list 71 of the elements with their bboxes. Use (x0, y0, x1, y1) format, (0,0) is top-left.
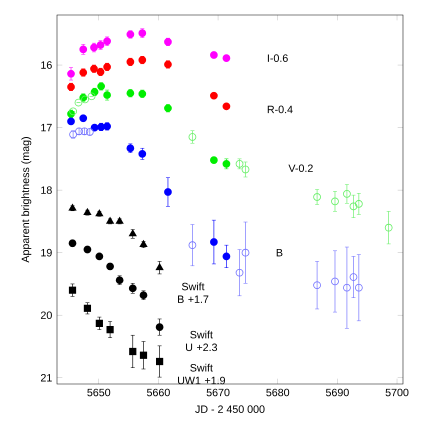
point (210, 156, 218, 164)
point (97, 123, 106, 131)
x-tick-label: 5680 (266, 388, 290, 396)
point (96, 320, 103, 327)
point (106, 326, 114, 334)
point (156, 323, 164, 331)
x-axis-title: JD - 2 450 000 (195, 405, 265, 413)
point (156, 263, 164, 270)
point (222, 252, 230, 260)
point (222, 54, 230, 62)
series-label: Swift UW1 +1.9 (178, 364, 225, 384)
y-axis-title: Apparent brightness (mag) (21, 137, 32, 263)
point (97, 82, 106, 90)
point (188, 241, 196, 250)
y-tick-label: 16 (41, 61, 52, 69)
point (74, 98, 82, 106)
point (350, 273, 358, 281)
point (343, 284, 351, 292)
point (95, 209, 104, 216)
y-tick-label: 21 (40, 374, 52, 382)
point (84, 304, 92, 312)
point (129, 348, 136, 356)
x-tick-label: 5690 (326, 388, 349, 396)
x-tick-label: 5660 (146, 388, 170, 396)
point (116, 276, 124, 284)
point (67, 117, 75, 126)
text: Swift U +2.3 (186, 330, 218, 352)
point (68, 286, 76, 294)
point (138, 150, 146, 158)
point (164, 188, 172, 196)
y-tick-label: 17 (41, 124, 52, 132)
point (138, 29, 146, 38)
text: I-0.6 (268, 54, 288, 62)
point (354, 200, 363, 208)
series-label: Swift B +1.7 (178, 282, 208, 303)
y-tick-label: 20 (40, 311, 52, 319)
x-tick-label: 5670 (206, 388, 230, 396)
point (88, 92, 96, 100)
x-tick-label: 5700 (386, 388, 408, 396)
point (79, 114, 88, 122)
point (140, 352, 148, 359)
y-tick-label: 19 (41, 248, 52, 256)
text: V-0.2 (288, 164, 313, 172)
point (90, 124, 98, 132)
point (188, 133, 196, 141)
point (210, 238, 218, 246)
point (86, 128, 94, 136)
text: R-0.4 (268, 106, 293, 114)
point (313, 281, 321, 290)
point (350, 202, 358, 210)
point (95, 252, 104, 260)
point (222, 102, 230, 110)
point (156, 358, 164, 366)
point (138, 56, 146, 64)
point (313, 193, 321, 201)
point (128, 230, 137, 236)
point (242, 166, 250, 174)
text: B (276, 249, 282, 256)
point (69, 107, 77, 116)
point (236, 268, 244, 277)
point (67, 70, 75, 78)
point (242, 248, 250, 257)
point (331, 198, 339, 206)
point (331, 278, 339, 286)
point (210, 92, 218, 100)
point (384, 224, 393, 232)
point (138, 90, 146, 98)
point (354, 284, 363, 292)
y-tick-label: 18 (41, 186, 52, 194)
x-tick-label: 5650 (87, 388, 110, 396)
point (210, 51, 218, 59)
